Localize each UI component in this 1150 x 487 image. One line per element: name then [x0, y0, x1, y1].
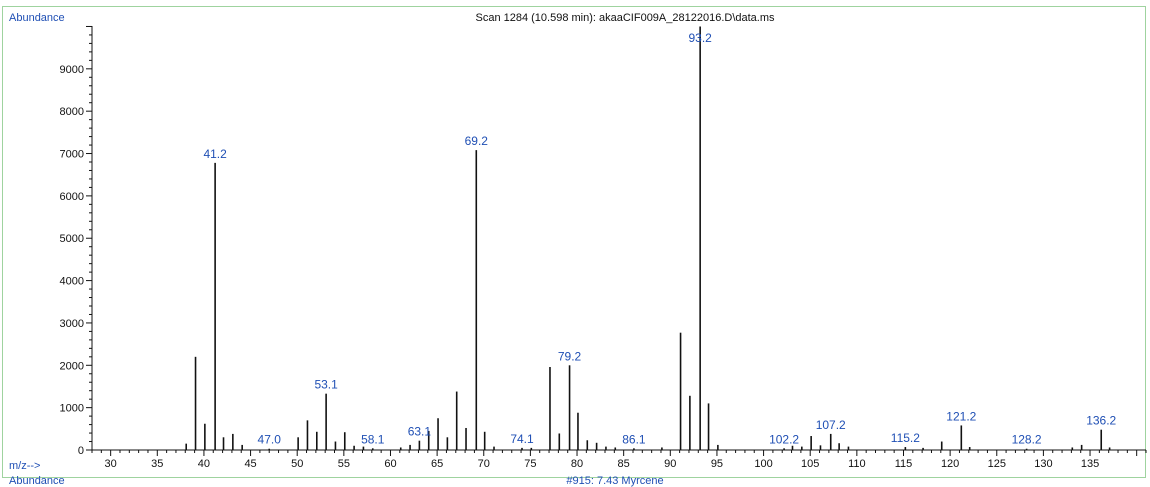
y-tick-label: 2000 [60, 360, 84, 372]
peak-label: 115.2 [891, 431, 920, 445]
x-axis-ticks: 30 35 40 45 50 55 60 65 70 75 80 85 90 95 100 105 110 115… [91, 450, 1147, 470]
peak-label: 86.1 [622, 432, 646, 446]
peak-label: 107.2 [816, 418, 846, 432]
y-axis-header-label: Abundance [9, 12, 65, 24]
peak-label: 69.2 [465, 134, 489, 148]
x-tick-label: 75 [524, 458, 536, 470]
peak-label: 58.1 [361, 432, 385, 446]
peak-label: 136.2 [1086, 414, 1116, 428]
x-tick-label: 135 [1081, 458, 1099, 470]
x-tick-label: 115 [895, 458, 913, 470]
peak-label: 128.2 [1012, 433, 1042, 447]
peak-label: 41.2 [203, 147, 227, 161]
peak-label: 79.2 [558, 349, 582, 363]
peak-label: 53.1 [314, 378, 338, 392]
y-tick-label: 3000 [60, 318, 84, 330]
x-tick-label: 30 [105, 458, 117, 470]
x-tick-label: 60 [384, 458, 396, 470]
y-tick-label: 5000 [60, 233, 84, 245]
x-tick-label: 45 [244, 458, 256, 470]
peak-label: 47.0 [258, 433, 282, 447]
x-tick-label: 80 [571, 458, 583, 470]
peak-label: 102.2 [769, 432, 799, 446]
x-tick-label: 110 [848, 458, 866, 470]
x-axis-label: m/z--> [9, 460, 40, 472]
x-tick-label: 85 [618, 458, 630, 470]
y-tick-label: 8000 [60, 106, 84, 118]
x-tick-label: 40 [198, 458, 210, 470]
peak-label: 93.2 [688, 31, 712, 45]
x-tick-label: 90 [664, 458, 676, 470]
y-tick-label: 0 [78, 445, 84, 457]
peak-label: 63.1 [408, 425, 432, 439]
peak-labels: 41.2 47.0 53.1 58.1 63.1 69.2 74.1 79.2 86.1 93.2… [203, 31, 1116, 447]
y-tick-label: 4000 [60, 276, 84, 288]
x-tick-label: 125 [988, 458, 1006, 470]
x-tick-label: 100 [754, 458, 772, 470]
y-axis-ticks: 0 1000 2000 3000 4000 5000 6000 7000 8000 9000 [60, 25, 92, 457]
y-tick-label: 1000 [60, 403, 84, 415]
x-tick-label: 50 [291, 458, 303, 470]
x-tick-label: 65 [431, 458, 443, 470]
x-tick-label: 55 [338, 458, 350, 470]
y-tick-label: 9000 [60, 64, 84, 76]
x-tick-label: 130 [1034, 458, 1052, 470]
chart-title: Scan 1284 (10.598 min): akaaCIF009A_2812… [475, 12, 775, 24]
footer-abundance-label: Abundance [9, 475, 65, 487]
x-tick-label: 70 [478, 458, 490, 470]
library-hit-label: #915: 7.43 Myrcene [566, 475, 663, 487]
peak-label: 74.1 [510, 432, 534, 446]
chart-frame [2, 6, 1146, 478]
y-tick-label: 7000 [60, 149, 84, 161]
peak-label: 121.2 [946, 409, 976, 423]
x-tick-label: 35 [151, 458, 163, 470]
x-tick-label: 95 [711, 458, 723, 470]
x-tick-label: 120 [941, 458, 959, 470]
y-tick-label: 6000 [60, 191, 84, 203]
axes [91, 26, 1146, 451]
peak-bars [185, 26, 1111, 450]
x-tick-label: 105 [801, 458, 819, 470]
